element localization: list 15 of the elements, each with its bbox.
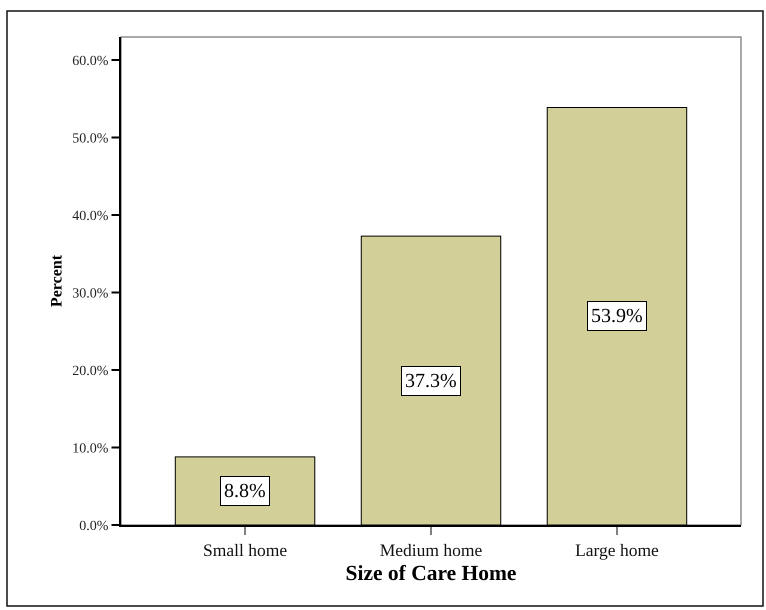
- data-label: 37.3%: [405, 370, 457, 392]
- y-tick-label: 10.0%: [72, 441, 109, 456]
- x-tick-label: Small home: [202, 540, 288, 560]
- y-tick-label: 30.0%: [72, 286, 109, 302]
- data-label: 53.9%: [591, 305, 643, 327]
- x-tick-label: Large home: [575, 540, 660, 560]
- y-tick-label: 50.0%: [72, 132, 109, 147]
- data-label: 8.8%: [224, 480, 266, 502]
- x-axis-title: Size of Care Home: [346, 560, 516, 585]
- y-tick-label: 60.0%: [72, 54, 109, 70]
- x-tick-label: Medium home: [380, 540, 483, 560]
- y-tick-label: 0.0%: [79, 518, 109, 534]
- y-axis-title: Percent: [48, 254, 66, 308]
- y-tick-label: 20.0%: [72, 364, 109, 379]
- y-tick-label: 40.0%: [72, 209, 109, 224]
